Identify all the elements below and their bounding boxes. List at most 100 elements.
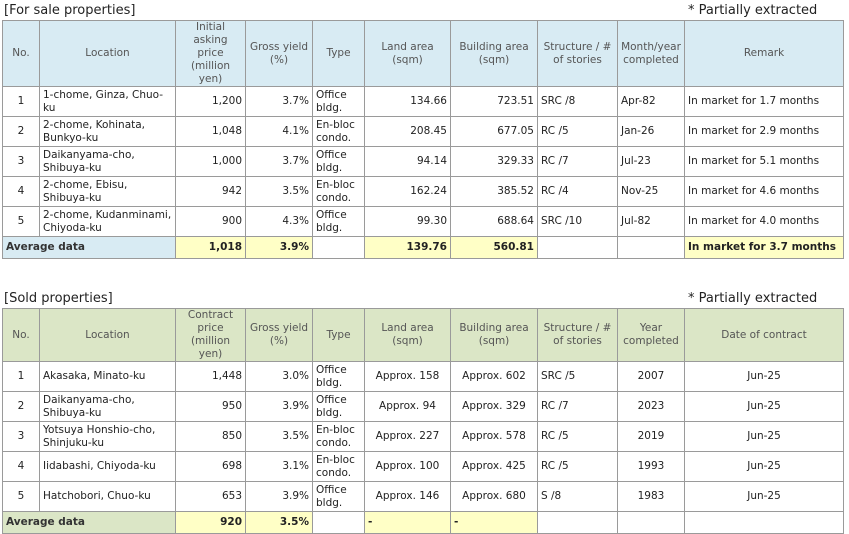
row-remark: In market for 4.6 months — [684, 176, 844, 207]
row-completed: 2019 — [617, 421, 685, 452]
average-price: 1,018 — [175, 236, 246, 259]
row-location: 2-chome, Kudanminami, Chiyoda-ku — [39, 206, 176, 237]
average-completed — [617, 511, 685, 534]
row-yield: 3.7% — [245, 146, 313, 177]
col-land: Land area (sqm) — [364, 308, 451, 362]
average-type — [312, 511, 365, 534]
row-location: Daikanyama-cho, Shibuya-ku — [39, 146, 176, 177]
row-type: Office bldg. — [312, 146, 365, 177]
row-yield: 3.7% — [245, 86, 313, 117]
row-land: 94.14 — [364, 146, 451, 177]
row-yield: 3.5% — [245, 176, 313, 207]
table-row: 3 Yotsuya Honshio-cho, Shinjuku-ku 850 3… — [2, 421, 844, 452]
average-contract — [684, 511, 844, 534]
row-completed: Jul-82 — [617, 206, 685, 237]
row-structure: RC /5 — [537, 451, 618, 482]
row-no: 5 — [2, 206, 40, 237]
average-completed — [617, 236, 685, 259]
row-structure: SRC /10 — [537, 206, 618, 237]
for-sale-title: [For sale properties] — [4, 3, 136, 18]
row-yield: 3.5% — [245, 421, 313, 452]
average-label: Average data — [2, 511, 176, 534]
row-building: Approx. 329 — [450, 391, 538, 422]
row-yield: 3.1% — [245, 451, 313, 482]
col-type: Type — [312, 308, 365, 362]
row-building: 723.51 — [450, 86, 538, 117]
row-location: 2-chome, Ebisu, Shibuya-ku — [39, 176, 176, 207]
col-building: Building area (sqm) — [450, 308, 538, 362]
average-yield: 3.5% — [245, 511, 313, 534]
row-yield: 3.9% — [245, 391, 313, 422]
row-contract: Jun-25 — [684, 451, 844, 482]
col-location: Location — [39, 308, 176, 362]
for-sale-header: No. Location Initial asking price (milli… — [2, 20, 844, 87]
col-type: Type — [312, 20, 365, 87]
row-yield: 3.9% — [245, 481, 313, 512]
col-land: Land area (sqm) — [364, 20, 451, 87]
row-yield: 4.3% — [245, 206, 313, 237]
row-land: Approx. 158 — [364, 361, 451, 392]
row-price: 950 — [175, 391, 246, 422]
col-no: No. — [2, 308, 40, 362]
row-no: 1 — [2, 86, 40, 117]
row-type: En-bloc condo. — [312, 421, 365, 452]
col-location: Location — [39, 20, 176, 87]
row-completed: 1993 — [617, 451, 685, 482]
row-building: 385.52 — [450, 176, 538, 207]
row-structure: RC /5 — [537, 421, 618, 452]
row-price: 942 — [175, 176, 246, 207]
table-row: 1 Akasaka, Minato-ku 1,448 3.0% Office b… — [2, 361, 844, 392]
row-completed: Apr-82 — [617, 86, 685, 117]
average-building: 560.81 — [450, 236, 538, 259]
row-land: Approx. 100 — [364, 451, 451, 482]
row-land: Approx. 146 — [364, 481, 451, 512]
row-land: Approx. 227 — [364, 421, 451, 452]
row-building: 677.05 — [450, 116, 538, 147]
average-price: 920 — [175, 511, 246, 534]
sold-table: No. Location Contract price (million yen… — [2, 308, 844, 534]
table-row: 4 Iidabashi, Chiyoda-ku 698 3.1% En-bloc… — [2, 451, 844, 482]
row-land: 99.30 — [364, 206, 451, 237]
row-no: 1 — [2, 361, 40, 392]
average-building: - — [450, 511, 538, 534]
row-building: 329.33 — [450, 146, 538, 177]
row-type: En-bloc condo. — [312, 116, 365, 147]
row-no: 4 — [2, 451, 40, 482]
row-type: En-bloc condo. — [312, 176, 365, 207]
row-type: En-bloc condo. — [312, 451, 365, 482]
row-type: Office bldg. — [312, 206, 365, 237]
row-contract: Jun-25 — [684, 361, 844, 392]
col-yield: Gross yield (%) — [245, 308, 313, 362]
row-remark: In market for 1.7 months — [684, 86, 844, 117]
average-row: Average data 1,018 3.9% 139.76 560.81 In… — [2, 236, 844, 259]
row-building: Approx. 578 — [450, 421, 538, 452]
row-contract: Jun-25 — [684, 391, 844, 422]
row-contract: Jun-25 — [684, 481, 844, 512]
average-yield: 3.9% — [245, 236, 313, 259]
row-location: 1-chome, Ginza, Chuo-ku — [39, 86, 176, 117]
row-price: 698 — [175, 451, 246, 482]
row-type: Office bldg. — [312, 361, 365, 392]
row-building: 688.64 — [450, 206, 538, 237]
row-structure: SRC /8 — [537, 86, 618, 117]
for-sale-note: * Partially extracted — [688, 3, 818, 18]
average-land: 139.76 — [364, 236, 451, 259]
col-structure: Structure / # of stories — [537, 20, 618, 87]
col-structure: Structure / # of stories — [537, 308, 618, 362]
col-building: Building area (sqm) — [450, 20, 538, 87]
col-yield: Gross yield (%) — [245, 20, 313, 87]
sold-title: [Sold properties] — [4, 291, 113, 306]
row-no: 4 — [2, 176, 40, 207]
row-price: 850 — [175, 421, 246, 452]
row-land: 162.24 — [364, 176, 451, 207]
row-completed: Jul-23 — [617, 146, 685, 177]
row-structure: SRC /5 — [537, 361, 618, 392]
row-building: Approx. 602 — [450, 361, 538, 392]
row-price: 1,448 — [175, 361, 246, 392]
col-price: Contract price (million yen) — [175, 308, 246, 362]
row-type: Office bldg. — [312, 86, 365, 117]
row-price: 900 — [175, 206, 246, 237]
average-row: Average data 920 3.5% - - — [2, 511, 844, 534]
average-type — [312, 236, 365, 259]
table-row: 3 Daikanyama-cho, Shibuya-ku 1,000 3.7% … — [2, 146, 844, 177]
